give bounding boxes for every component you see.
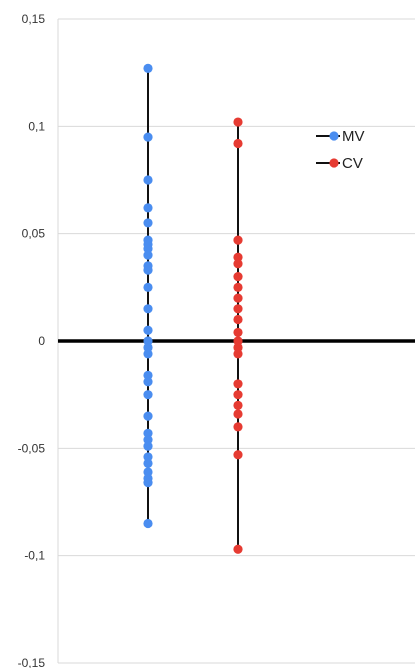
legend-label-cv: CV [342, 155, 363, 172]
data-point-cv [233, 272, 243, 282]
data-point-cv [233, 409, 243, 419]
data-point-cv [233, 282, 243, 292]
data-point-mv [143, 411, 153, 421]
data-point-mv [143, 250, 153, 260]
data-point-cv [233, 336, 243, 346]
data-point-mv [143, 518, 153, 529]
data-point-cv [233, 327, 243, 338]
data-point-cv [233, 314, 243, 325]
y-tick-label: -0,1 [24, 549, 45, 563]
data-point-cv [233, 544, 243, 554]
data-point-mv [143, 175, 153, 185]
data-point-cv [233, 349, 243, 359]
data-point-cv [233, 235, 243, 245]
y-tick-label: 0,05 [22, 227, 46, 241]
data-point-cv [233, 138, 243, 149]
data-point-mv [143, 458, 153, 468]
data-point-mv [143, 370, 153, 380]
y-tick-label: 0,1 [28, 119, 45, 133]
data-point-mv [143, 244, 153, 254]
data-point-mv [143, 377, 153, 387]
data-point-mv [143, 325, 153, 335]
y-tick-label: 0 [38, 334, 45, 348]
data-point-cv [233, 259, 243, 269]
data-point-mv [143, 428, 153, 438]
data-point-mv [143, 390, 153, 400]
legend-marker-mv [329, 131, 339, 141]
data-point-cv [233, 450, 243, 460]
data-point-mv [143, 435, 153, 445]
data-point-mv [143, 452, 153, 462]
data-point-mv [143, 218, 153, 228]
data-point-mv [143, 203, 153, 213]
data-point-mv [143, 467, 153, 477]
data-point-mv [143, 342, 153, 353]
data-point-cv [233, 390, 243, 400]
data-point-mv [143, 265, 153, 275]
data-point-cv [233, 117, 243, 127]
data-point-cv [233, 342, 243, 353]
y-tick-label: -0,15 [18, 656, 46, 668]
data-point-cv [233, 304, 243, 314]
data-point-cv [233, 293, 243, 303]
data-point-mv [143, 336, 153, 346]
data-point-cv [233, 379, 243, 389]
y-tick-label: 0,15 [22, 12, 46, 26]
data-point-mv [143, 282, 153, 292]
data-point-mv [143, 441, 153, 451]
data-point-cv [233, 422, 243, 432]
data-point-cv [233, 400, 243, 410]
data-point-mv [143, 63, 153, 73]
data-point-mv [143, 349, 153, 359]
data-point-mv [143, 132, 153, 142]
data-point-mv [143, 478, 153, 488]
legend-marker-cv [329, 158, 339, 168]
legend-label-mv: MV [342, 128, 365, 145]
data-point-cv [233, 252, 243, 262]
y-tick-label: -0,05 [18, 441, 46, 455]
data-point-mv [143, 304, 153, 314]
